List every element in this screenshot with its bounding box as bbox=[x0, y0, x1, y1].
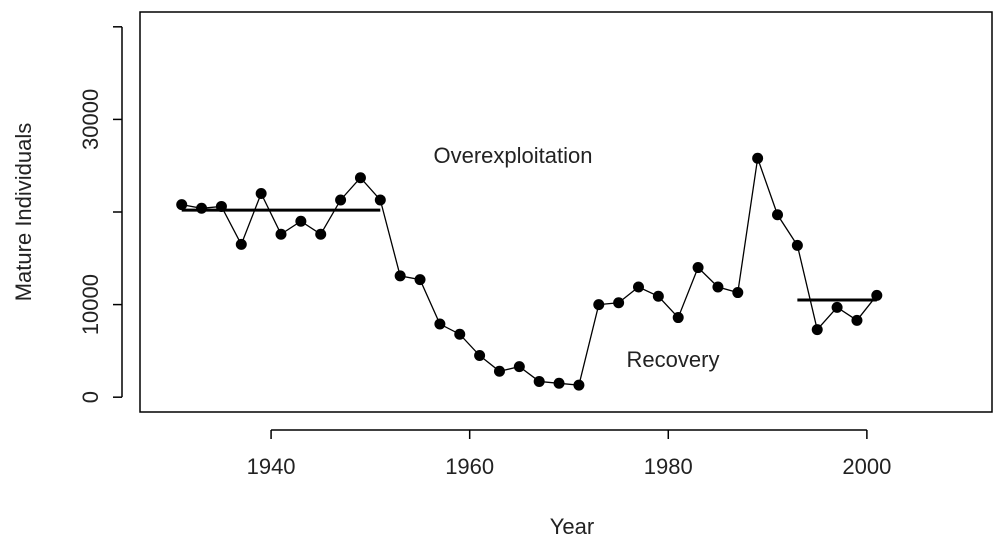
y-tick-label: 0 bbox=[78, 391, 103, 403]
data-point bbox=[434, 318, 446, 330]
data-point bbox=[732, 287, 744, 299]
data-point bbox=[235, 238, 247, 250]
data-point bbox=[632, 281, 644, 293]
annotation: Overexploitation bbox=[434, 143, 593, 168]
x-tick-label: 1940 bbox=[247, 454, 296, 479]
data-point bbox=[493, 365, 505, 377]
data-point bbox=[275, 228, 287, 240]
data-point bbox=[613, 297, 625, 309]
data-point bbox=[255, 187, 267, 199]
x-tick-label: 1960 bbox=[445, 454, 494, 479]
data-point bbox=[871, 289, 883, 301]
data-point bbox=[513, 361, 525, 373]
data-point bbox=[295, 215, 307, 227]
data-point bbox=[831, 301, 843, 313]
data-point bbox=[315, 228, 327, 240]
x-tick-label: 1980 bbox=[644, 454, 693, 479]
data-point bbox=[335, 194, 347, 206]
data-point bbox=[772, 209, 784, 221]
data-point bbox=[394, 270, 406, 282]
data-point bbox=[533, 375, 545, 387]
data-point bbox=[692, 262, 704, 274]
data-point bbox=[851, 314, 863, 326]
plot-box bbox=[139, 11, 993, 413]
data-point bbox=[454, 328, 466, 340]
x-axis-label: Year bbox=[550, 514, 594, 539]
y-axis-label: Mature Individuals bbox=[11, 123, 36, 302]
data-point bbox=[573, 379, 585, 391]
data-point bbox=[672, 312, 684, 324]
data-point bbox=[652, 290, 664, 302]
annotation: Recovery bbox=[627, 347, 720, 372]
series-line bbox=[181, 158, 878, 386]
data-point bbox=[791, 239, 803, 251]
data-point bbox=[811, 324, 823, 336]
data-point bbox=[196, 202, 208, 214]
data-point bbox=[553, 377, 565, 389]
data-point bbox=[176, 199, 188, 211]
x-tick-label: 2000 bbox=[842, 454, 891, 479]
data-point bbox=[474, 350, 486, 362]
data-point bbox=[374, 194, 386, 206]
data-point bbox=[752, 152, 764, 164]
data-point bbox=[354, 172, 366, 184]
y-tick-label: 10000 bbox=[78, 274, 103, 335]
y-tick-label: 30000 bbox=[78, 89, 103, 150]
data-point bbox=[593, 299, 605, 311]
data-point bbox=[712, 281, 724, 293]
data-point bbox=[414, 274, 426, 286]
